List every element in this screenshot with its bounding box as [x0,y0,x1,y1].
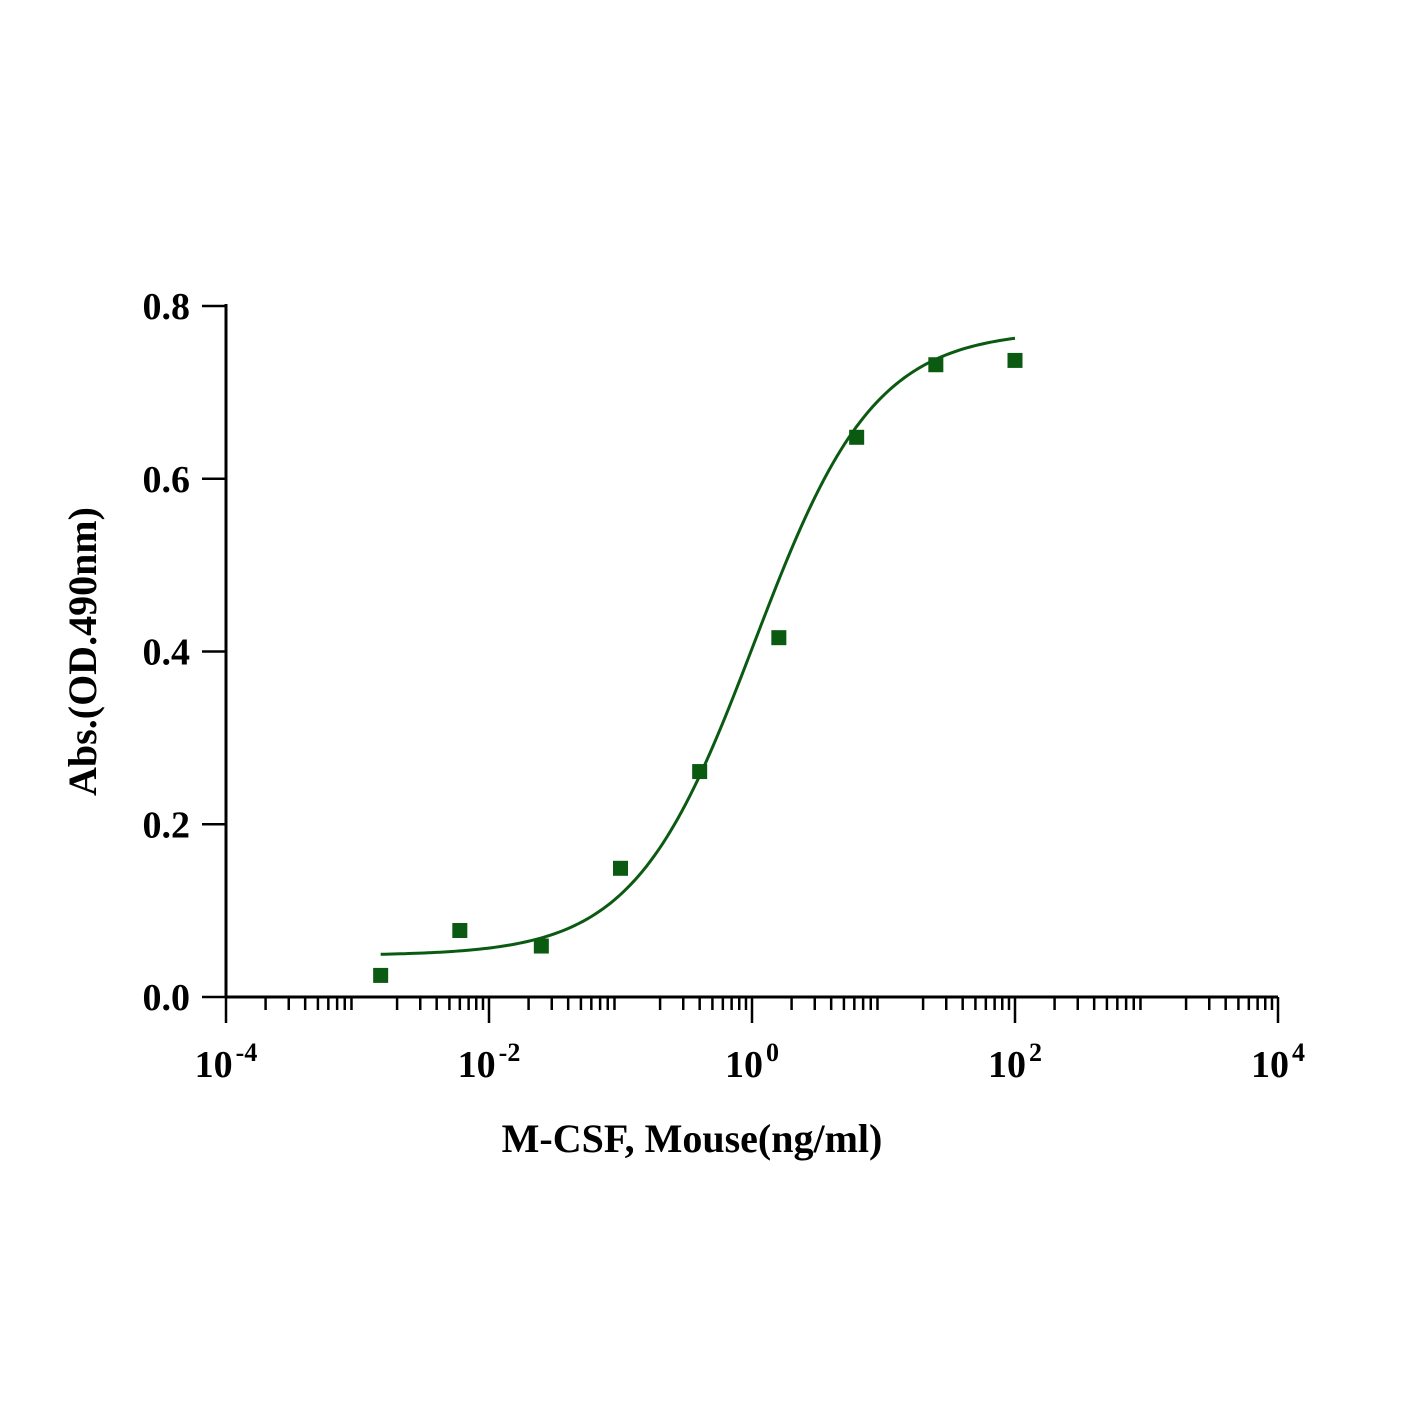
data-point [771,630,787,646]
y-axis: 0.0 0.2 0.4 0.6 0.8 [143,286,228,1019]
y-tick-label: 0.0 [143,977,191,1019]
x-tick-label: 10 -4 [195,1038,258,1086]
x-tick-label: 10 -2 [458,1038,521,1086]
plot-area [373,336,1023,983]
y-tick-label: 0.8 [143,286,191,328]
x-tick-label: 10 0 [725,1038,779,1086]
data-point [849,429,865,445]
x-tick-label: 10 4 [1251,1038,1305,1086]
data-point [1007,352,1023,368]
x-tick-label: 10 2 [988,1038,1042,1086]
data-point [452,922,468,938]
x-axis: 10 -4 10 -2 10 0 10 2 10 4 [195,995,1305,1086]
y-tick-label: 0.4 [143,632,191,674]
y-axis-title: Abs.(OD.490nm) [60,507,105,796]
data-point [692,764,708,780]
data-point [373,967,389,983]
x-axis-title: M-CSF, Mouse(ng/ml) [502,1116,883,1161]
data-point [533,938,549,954]
data-point [928,357,944,373]
y-tick-label: 0.2 [143,804,191,846]
data-point [613,860,628,876]
fit-curve [380,336,1016,956]
y-tick-label: 0.6 [143,459,191,501]
